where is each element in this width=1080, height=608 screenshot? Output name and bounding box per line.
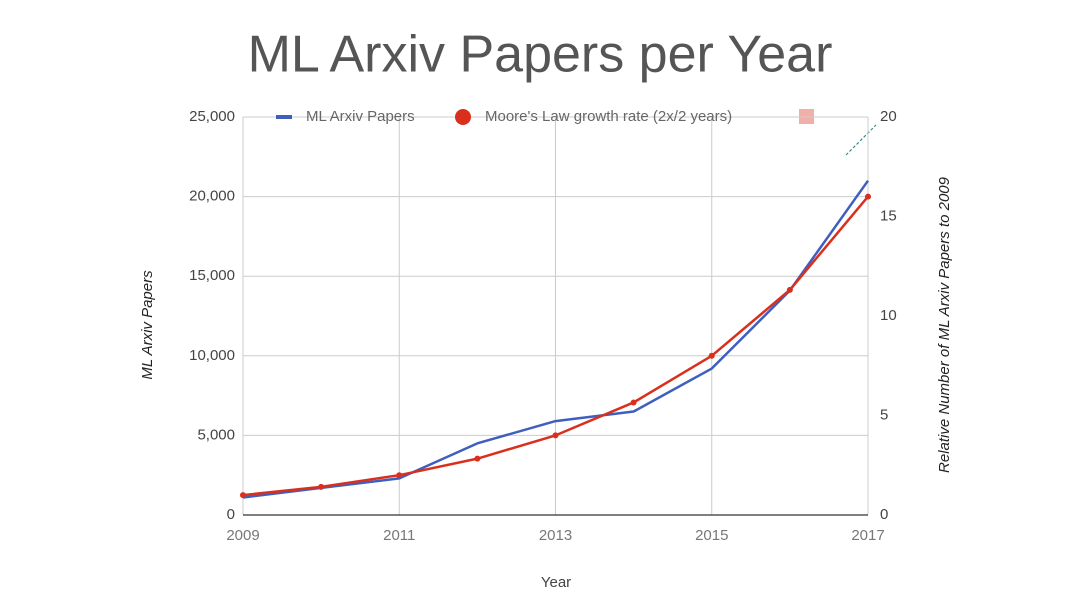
x-tick-label: 2017 xyxy=(851,527,884,544)
y-tick-label: 20,000 xyxy=(189,188,235,205)
data-point xyxy=(708,352,715,359)
chart-title: ML Arxiv Papers per Year xyxy=(248,26,833,84)
y2-tick-label: 10 xyxy=(880,307,897,324)
y-tick-label: 25,000 xyxy=(189,108,235,125)
legend-swatch xyxy=(276,115,292,119)
x-tick-label: 2009 xyxy=(226,527,259,544)
data-point xyxy=(786,286,793,293)
y-tick-label: 0 xyxy=(227,506,235,523)
annotation-line xyxy=(845,124,877,156)
data-point xyxy=(240,492,246,499)
y2-axis-label: Relative Number of ML Arxiv Papers to 20… xyxy=(936,176,953,473)
x-tick-label: 2013 xyxy=(539,527,572,544)
y2-tick-label: 5 xyxy=(880,406,888,423)
data-point xyxy=(552,432,559,439)
legend-swatch xyxy=(455,109,471,125)
x-axis-label: Year xyxy=(541,574,571,591)
data-point xyxy=(630,399,637,406)
x-tick-label: 2015 xyxy=(695,527,728,544)
data-point xyxy=(474,455,481,462)
y-axis-label: ML Arxiv Papers xyxy=(139,270,156,380)
data-point xyxy=(396,472,403,479)
legend-label: ML Arxiv Papers xyxy=(306,108,415,125)
data-point xyxy=(865,193,871,200)
y-tick-label: 5,000 xyxy=(197,426,235,443)
x-tick-label: 2011 xyxy=(383,527,415,544)
y2-tick-label: 0 xyxy=(880,506,888,523)
y-tick-label: 10,000 xyxy=(189,347,235,364)
series-line xyxy=(242,179,870,499)
legend-label: Moore's Law growth rate (2x/2 years) xyxy=(485,108,732,125)
y2-tick-label: 20 xyxy=(880,108,897,125)
y2-tick-label: 15 xyxy=(880,207,897,224)
y-tick-label: 15,000 xyxy=(189,267,235,284)
data-point xyxy=(318,483,325,490)
